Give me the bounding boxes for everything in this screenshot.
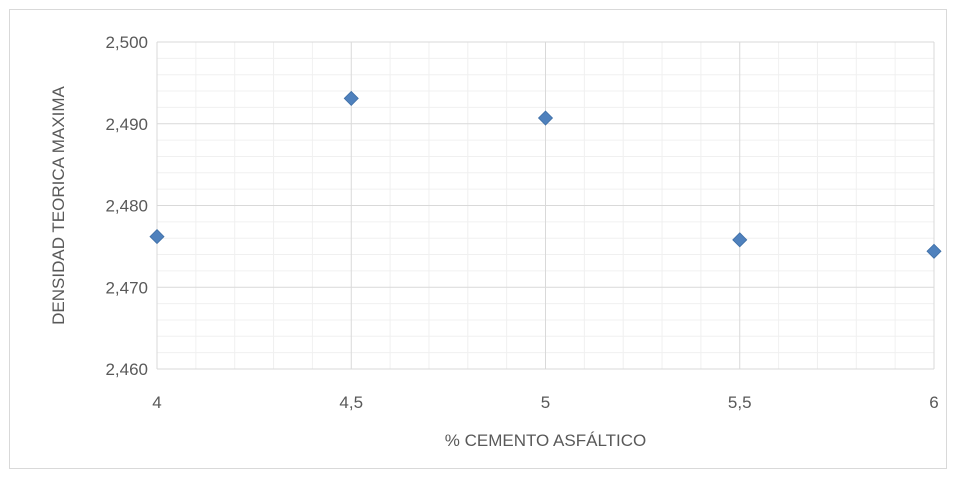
y-tick-label: 2,480: [105, 197, 148, 216]
y-tick-label: 2,500: [105, 33, 148, 52]
data-points: [149, 90, 942, 259]
data-point: [926, 243, 942, 259]
major-gridlines: [156, 41, 935, 370]
y-tick-label: 2,460: [105, 360, 148, 379]
x-tick-label: 6: [929, 393, 938, 412]
y-axis-title: DENSIDAD TEORICA MAXIMA: [49, 86, 68, 325]
data-point: [149, 228, 165, 245]
y-tick-label: 2,470: [105, 278, 148, 297]
x-tick-label: 4: [152, 393, 161, 412]
x-tick-label: 5,5: [728, 393, 752, 412]
x-axis-title: % CEMENTO ASFÁLTICO: [445, 431, 647, 450]
y-tick-label: 2,490: [105, 115, 148, 134]
data-point: [343, 90, 359, 106]
x-axis-tick-labels: 4 4,5 5 5,5 6: [152, 393, 938, 412]
data-point: [732, 232, 748, 248]
data-point: [537, 110, 554, 126]
chart-frame: [9, 9, 947, 469]
x-tick-label: 5: [541, 393, 550, 412]
y-axis-tick-labels: 2,460 2,470 2,480 2,490 2,500: [105, 33, 148, 379]
x-tick-label: 4,5: [339, 393, 363, 412]
